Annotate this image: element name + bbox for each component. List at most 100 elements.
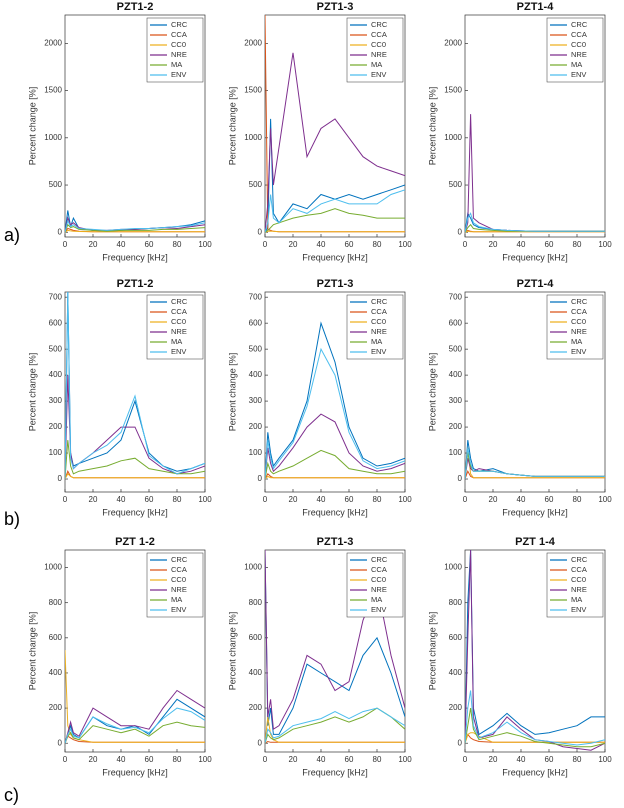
y-tick-label: 400 [449, 668, 463, 677]
legend-label: CC0 [371, 575, 386, 584]
legend-label: CRC [371, 555, 388, 564]
x-tick-label: 80 [173, 495, 182, 504]
y-tick-label: 0 [58, 738, 63, 747]
lines [465, 550, 605, 751]
x-tick-label: 60 [545, 755, 554, 764]
legend-box [346, 294, 404, 360]
x-tick-label: 100 [198, 755, 212, 764]
y-tick-label: 500 [249, 344, 263, 353]
legend-label: MA [171, 337, 182, 346]
y-tick-label: 700 [49, 292, 63, 301]
x-tick-label: 60 [345, 240, 354, 249]
y-tick-label: 0 [458, 474, 463, 483]
legend-label: CC0 [171, 575, 186, 584]
series-line [265, 475, 405, 480]
chart-title: PZT1-2 [117, 278, 154, 290]
subplot: PZT1-4 Frequency [kHz] Percent change [%] 0… [427, 278, 612, 517]
series-line [265, 347, 405, 480]
series-line [465, 690, 605, 746]
y-tick-label: 1000 [44, 133, 62, 142]
x-axis-label: Frequency [kHz] [302, 252, 368, 262]
y-tick-label: 700 [449, 292, 463, 301]
legend-label: CCA [571, 307, 587, 316]
subplot: PZT1-3 Frequency [kHz] Percent change [%] 0… [227, 278, 412, 517]
lines [65, 650, 205, 744]
lines [265, 15, 405, 233]
series-line [265, 707, 405, 744]
y-tick-label: 100 [249, 448, 263, 457]
y-tick-label: 200 [249, 422, 263, 431]
y-tick-label: 0 [58, 227, 63, 236]
x-tick-label: 40 [317, 755, 326, 764]
y-tick-label: 400 [249, 370, 263, 379]
y-tick-label: 200 [449, 703, 463, 712]
legend-label: MA [571, 595, 582, 604]
x-tick-label: 20 [89, 755, 98, 764]
x-axis-label: Frequency [kHz] [102, 507, 168, 517]
x-tick-label: 40 [317, 495, 326, 504]
x-tick-label: 100 [598, 755, 612, 764]
x-tick-label: 80 [373, 240, 382, 249]
x-tick-label: 60 [145, 240, 154, 249]
legend-box [146, 294, 204, 360]
legend-label: CRC [371, 20, 388, 29]
chart-title: PZT1-3 [317, 536, 354, 548]
series-line [65, 689, 205, 744]
legend-label: NRE [171, 50, 187, 59]
series-line [65, 472, 205, 480]
y-tick-label: 2000 [444, 38, 462, 47]
legend-label: NRE [171, 327, 187, 336]
legend-box [346, 17, 404, 83]
legend-label: MA [171, 60, 182, 69]
y-tick-label: 800 [249, 598, 263, 607]
x-tick-label: 100 [398, 755, 412, 764]
legend-label: ENV [171, 70, 186, 79]
legend-box [146, 552, 204, 618]
series-line [265, 716, 405, 744]
legend-label: ENV [171, 347, 186, 356]
y-tick-label: 700 [249, 292, 263, 301]
series-line [65, 721, 205, 744]
x-tick-label: 40 [117, 240, 126, 249]
legend-label: NRE [571, 327, 587, 336]
subplot: PZT1-2 Frequency [kHz] Percent change [%] 0… [27, 278, 212, 517]
x-axis-label: Frequency [kHz] [302, 507, 368, 517]
y-tick-label: 600 [449, 318, 463, 327]
x-tick-label: 100 [398, 240, 412, 249]
series-line [265, 550, 405, 735]
x-tick-label: 60 [345, 755, 354, 764]
x-tick-label: 20 [289, 755, 298, 764]
y-tick-label: 500 [449, 180, 463, 189]
y-tick-label: 400 [449, 370, 463, 379]
y-tick-label: 1000 [244, 563, 262, 572]
y-axis-label: Percent change [%] [27, 87, 37, 166]
legend-label: CCA [571, 30, 587, 39]
x-axis-label: Frequency [kHz] [102, 767, 168, 777]
x-tick-label: 40 [517, 240, 526, 249]
y-tick-label: 2000 [244, 38, 262, 47]
chart-title: PZT1-3 [317, 1, 354, 13]
y-tick-label: 400 [249, 668, 263, 677]
x-tick-label: 100 [198, 240, 212, 249]
lines [265, 321, 405, 480]
legend-label: CCA [571, 565, 587, 574]
panel-label: a) [4, 225, 20, 245]
y-axis-label: Percent change [%] [227, 87, 237, 166]
legend-label: CCA [171, 307, 187, 316]
legend-label: CC0 [171, 317, 186, 326]
legend-label: CC0 [371, 317, 386, 326]
legend-label: CC0 [171, 40, 186, 49]
legend-label: CRC [371, 297, 388, 306]
y-tick-label: 800 [449, 598, 463, 607]
y-tick-label: 800 [49, 598, 63, 607]
lines [65, 210, 205, 233]
y-tick-label: 1000 [444, 133, 462, 142]
x-tick-label: 20 [289, 495, 298, 504]
legend-label: NRE [171, 585, 187, 594]
x-axis-label: Frequency [kHz] [302, 767, 368, 777]
legend-label: CRC [171, 297, 188, 306]
legend-label: ENV [371, 347, 386, 356]
x-tick-label: 80 [573, 240, 582, 249]
x-tick-label: 0 [63, 755, 68, 764]
y-tick-label: 0 [458, 738, 463, 747]
